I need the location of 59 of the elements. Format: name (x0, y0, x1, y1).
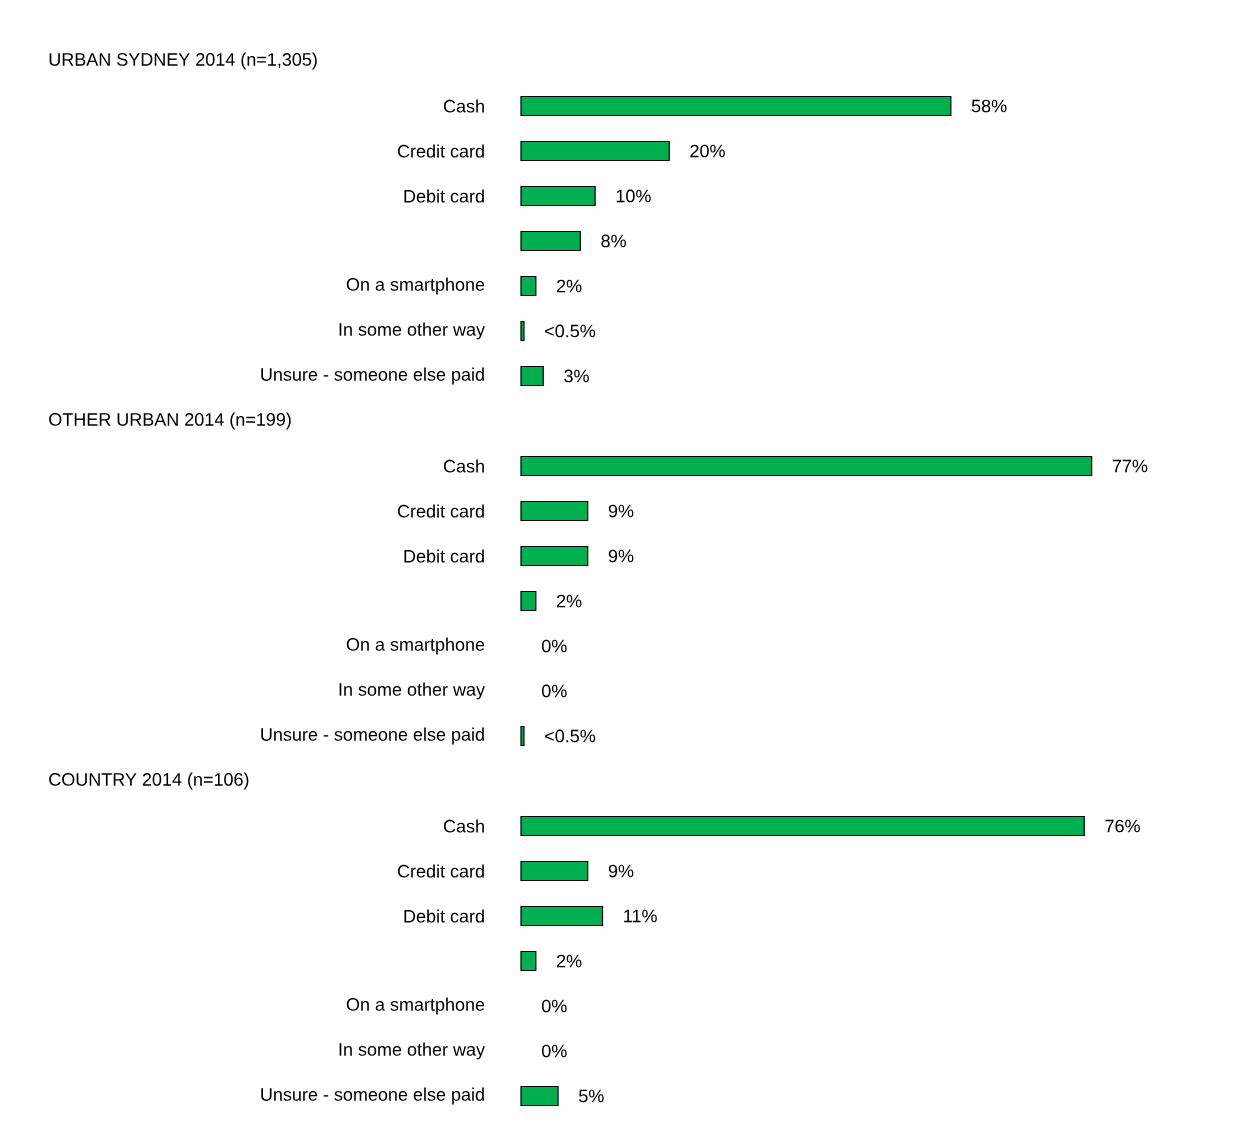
bar (520, 185, 596, 207)
y-tick-label: In some other way (339, 322, 485, 340)
y-tick-label: In some other way (339, 682, 485, 700)
data-label: 0% (541, 639, 567, 653)
text: URBAN SYDNEY 2014 (n=1,305) (49, 52, 317, 70)
data-label: 3% (564, 369, 589, 383)
y-tick-label: Credit card (397, 144, 484, 158)
data-label: 0% (541, 999, 567, 1013)
bar (520, 365, 544, 387)
y-tick-label: Unsure - someone else paid (261, 367, 484, 385)
data-label: 10% (616, 189, 651, 203)
data-label: 9% (608, 549, 634, 563)
y-tick-label: Credit card (397, 504, 484, 518)
bar (520, 545, 589, 567)
bar (520, 725, 525, 747)
data-label: <0.5% (545, 729, 596, 743)
y-tick-label: Cash (443, 819, 484, 833)
text: OTHER URBAN 2014 (n=199) (49, 412, 291, 430)
bar (520, 1085, 559, 1107)
data-label: 76% (1105, 819, 1140, 833)
data-label: 9% (608, 864, 634, 878)
y-tick-label: Debit card (404, 189, 484, 203)
data-label: 58% (971, 99, 1007, 113)
y-tick-label: Cash (443, 459, 484, 473)
bar (520, 140, 670, 162)
y-tick-label: Debit card (404, 549, 484, 563)
y-tick-label: Unsure - someone else paid (261, 727, 484, 745)
bar (520, 320, 525, 342)
data-label: 9% (608, 504, 634, 518)
data-label: 11% (624, 909, 657, 923)
data-label: 2% (556, 954, 582, 968)
bar (520, 590, 537, 612)
data-label: 8% (601, 234, 626, 248)
bar (520, 455, 1093, 477)
bar (520, 905, 604, 927)
text: COUNTRY 2014 (n=106) (49, 772, 249, 790)
y-tick-label: Unsure - someone else paid (261, 1087, 484, 1105)
bar (520, 275, 537, 297)
bar (520, 815, 1085, 837)
data-label: 20% (690, 144, 725, 158)
bar (520, 500, 589, 522)
y-tick-label: In some other way (339, 1042, 485, 1060)
data-label: 2% (556, 279, 582, 293)
y-tick-label: On a smartphone (346, 277, 485, 295)
data-label: 0% (541, 1044, 567, 1058)
y-tick-label: Debit card (404, 909, 484, 923)
data-label: 77% (1112, 459, 1148, 473)
data-label: 5% (579, 1089, 604, 1103)
data-label: 2% (556, 594, 582, 608)
y-tick-label: Credit card (397, 864, 484, 878)
y-tick-label: On a smartphone (346, 637, 485, 655)
data-label: <0.5% (545, 324, 596, 338)
bar (520, 95, 952, 117)
y-tick-label: On a smartphone (346, 997, 485, 1015)
bar (520, 950, 537, 972)
data-label: 0% (541, 684, 567, 698)
bar (520, 860, 589, 882)
bar (520, 230, 581, 252)
y-tick-label: Cash (443, 99, 484, 113)
